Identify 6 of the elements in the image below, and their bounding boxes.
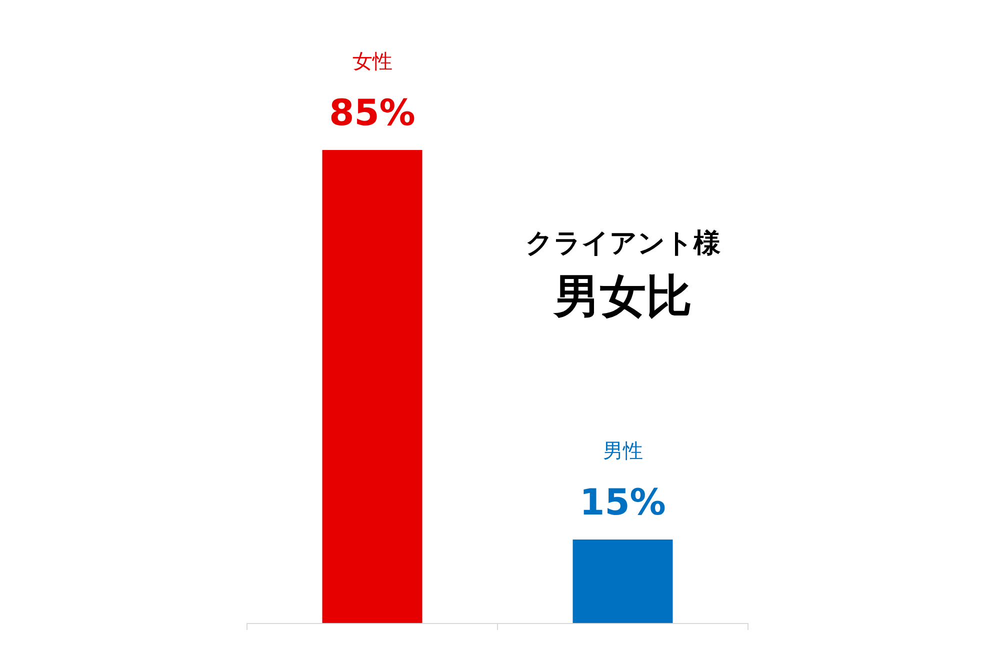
- annotation: 男性: [602, 438, 643, 463]
- text: クライアント様: [526, 228, 722, 259]
- data-label: 15%: [580, 482, 666, 524]
- data-label: 85%: [329, 93, 416, 134]
- text: 男女比: [552, 269, 692, 323]
- text: 女性: [352, 49, 392, 73]
